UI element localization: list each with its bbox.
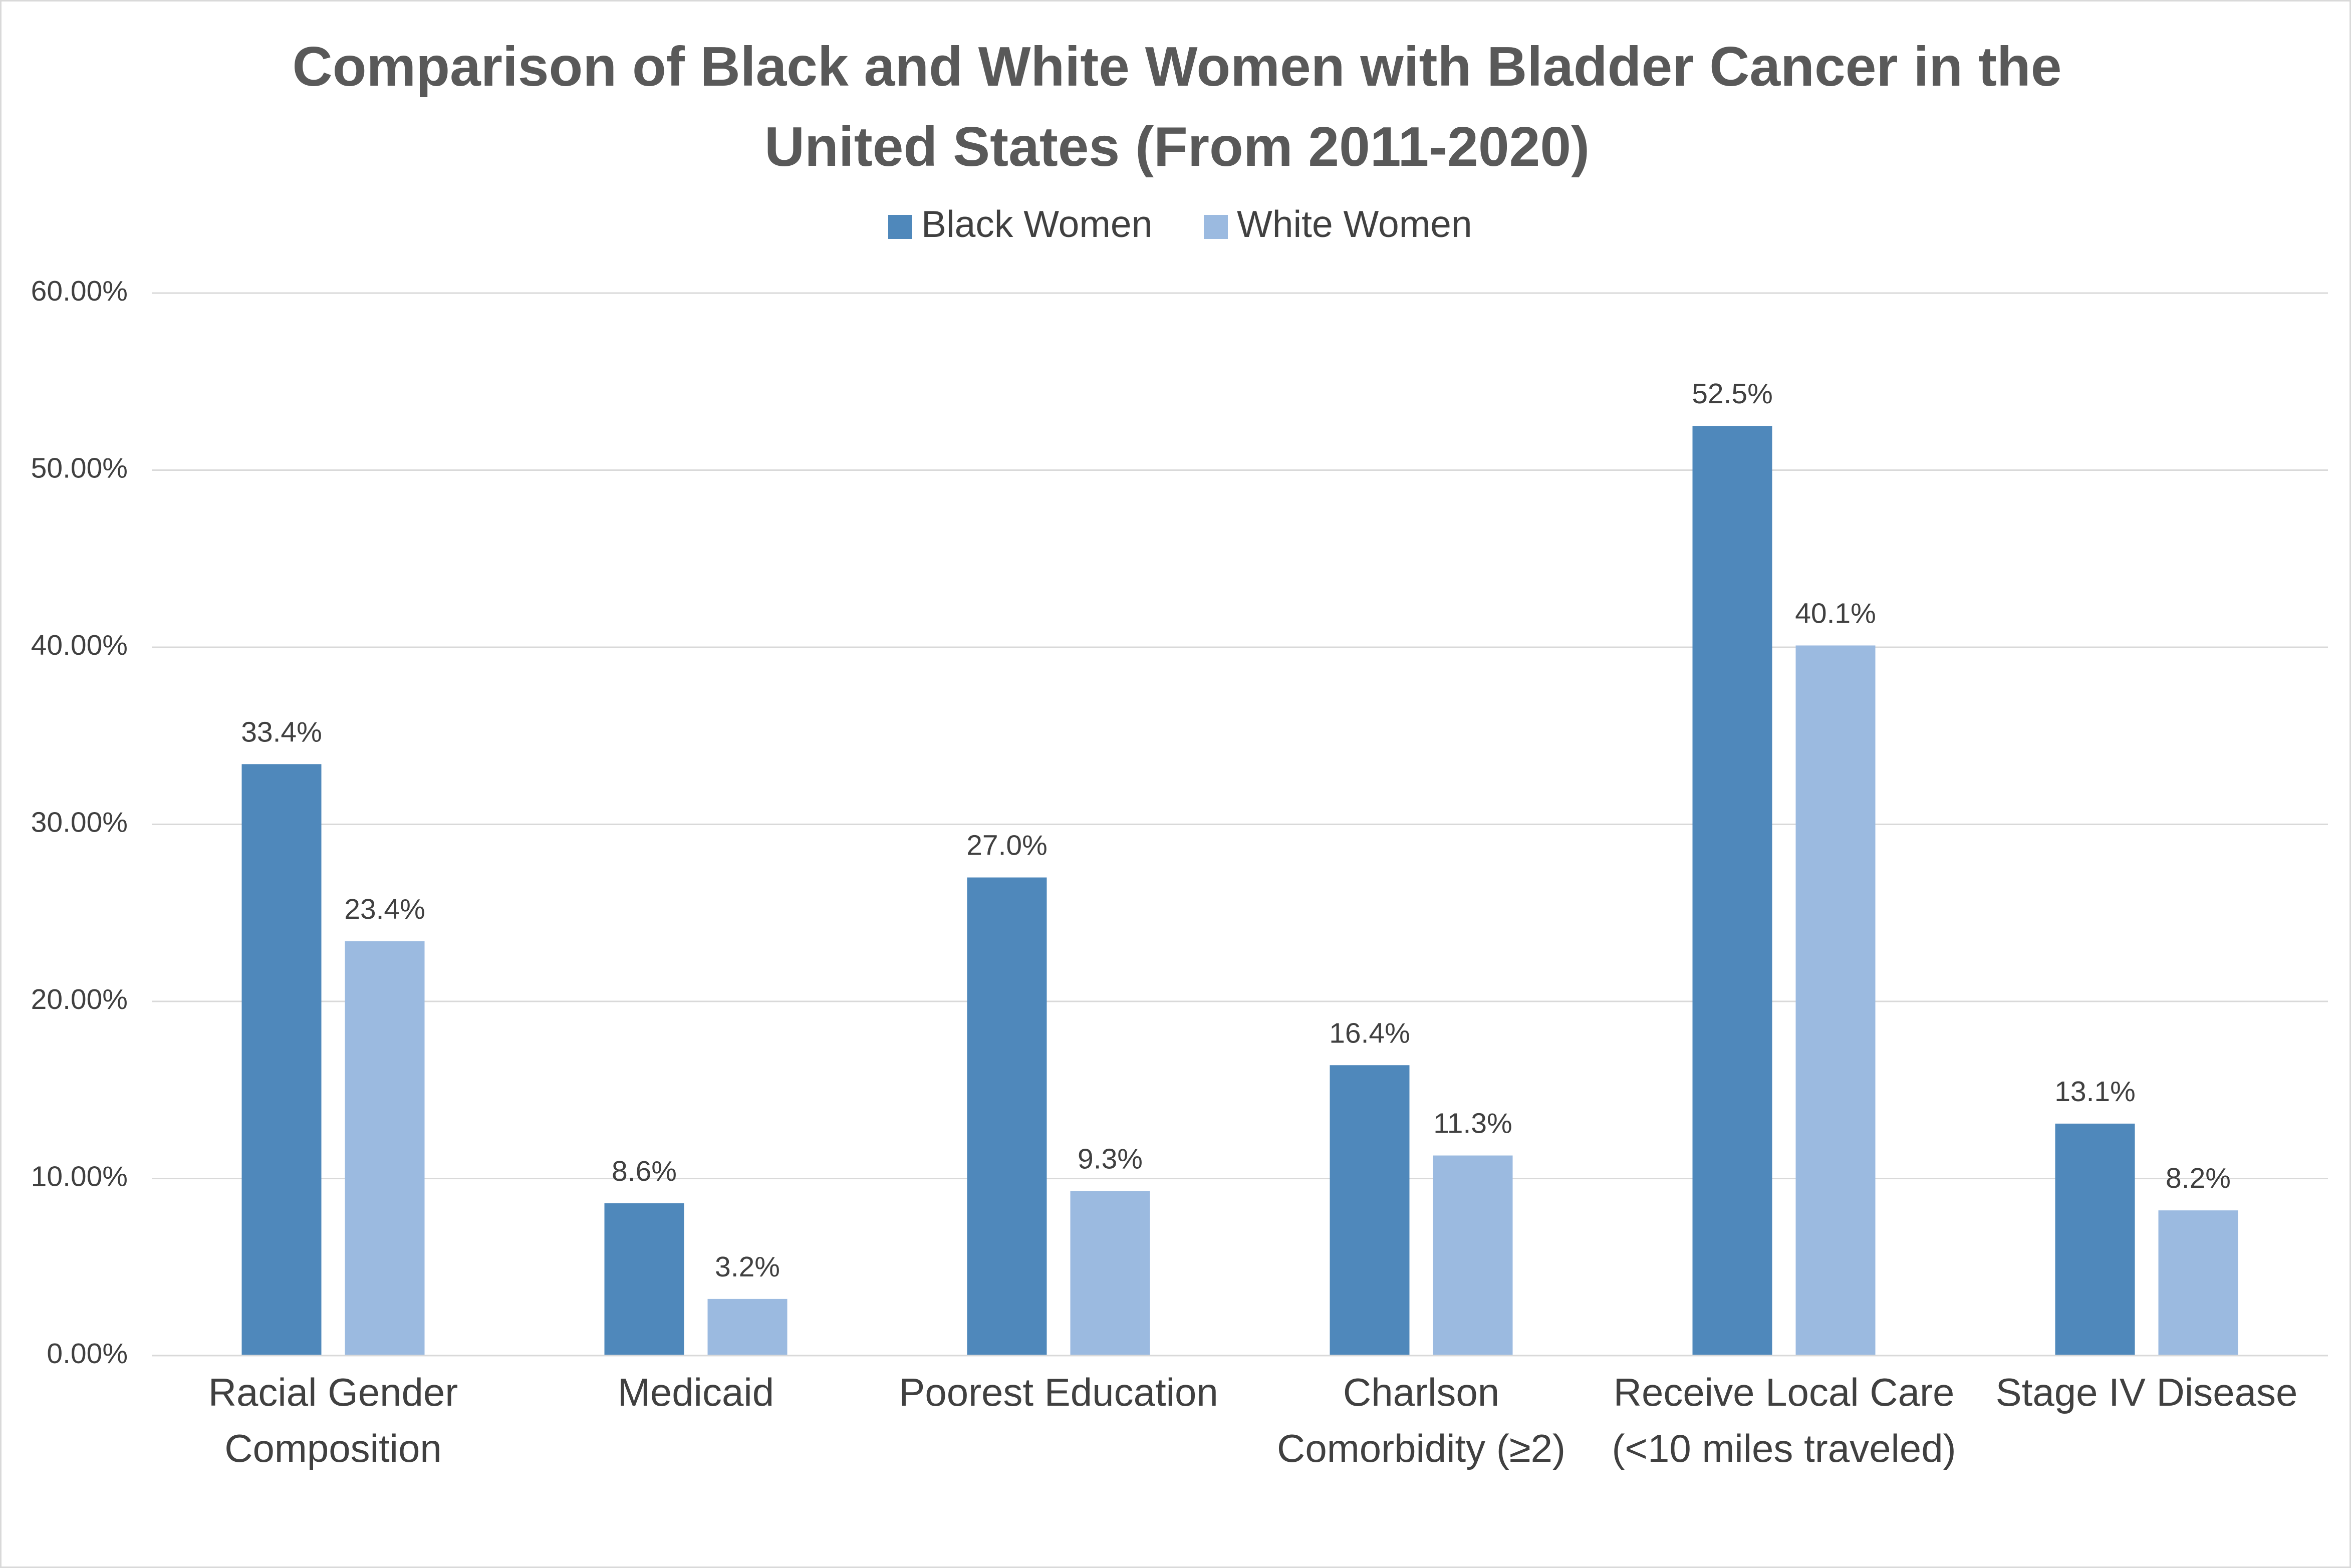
y-tick-label: 40.00%	[31, 629, 128, 661]
bar	[1795, 645, 1876, 1356]
x-tick-label: Receive Local Care (<10 miles traveled)	[1612, 1370, 1956, 1470]
data-label: 8.2%	[2166, 1162, 2231, 1194]
bar	[1433, 1155, 1513, 1356]
data-label: 8.6%	[612, 1155, 677, 1187]
y-tick-label: 10.00%	[31, 1161, 128, 1193]
data-label: 11.3%	[1433, 1108, 1512, 1140]
bar	[241, 764, 322, 1356]
x-tick-label: Medicaid	[617, 1370, 774, 1414]
chart-title: Comparison of Black and White Women with…	[292, 36, 2062, 178]
x-tick-label: Poorest Education	[899, 1370, 1218, 1414]
bar	[345, 941, 425, 1356]
bar	[1330, 1065, 1410, 1356]
x-tick-label: Charlson Comorbidity (≥2)	[1277, 1370, 1565, 1470]
legend-swatch	[1204, 215, 1228, 239]
bar	[2158, 1210, 2238, 1356]
y-tick-label: 0.00%	[47, 1338, 128, 1370]
y-tick-label: 60.00%	[31, 275, 128, 307]
data-label: 3.2%	[715, 1251, 780, 1283]
bar	[1692, 426, 1772, 1356]
data-label: 40.1%	[1795, 598, 1876, 630]
legend-label: White Women	[1237, 203, 1472, 245]
data-label: 9.3%	[1078, 1143, 1143, 1175]
bar	[1070, 1191, 1150, 1356]
data-label: 16.4%	[1329, 1017, 1410, 1049]
bar	[2055, 1123, 2135, 1356]
data-label: 52.5%	[1692, 378, 1773, 410]
x-tick-label: Racial Gender Composition	[208, 1370, 458, 1470]
data-label: 33.4%	[241, 716, 322, 748]
y-tick-label: 50.00%	[31, 452, 128, 484]
legend-label: Black Women	[921, 203, 1152, 245]
legend-swatch	[888, 215, 912, 239]
x-tick-label: Stage IV Disease	[1995, 1370, 2298, 1414]
y-tick-label: 30.00%	[31, 807, 128, 839]
y-tick-label: 20.00%	[31, 983, 128, 1015]
data-label: 13.1%	[2054, 1076, 2136, 1108]
bar	[604, 1203, 684, 1356]
bar	[967, 877, 1047, 1356]
data-label: 27.0%	[966, 830, 1048, 862]
bar	[707, 1298, 788, 1356]
data-label: 23.4%	[344, 893, 425, 925]
